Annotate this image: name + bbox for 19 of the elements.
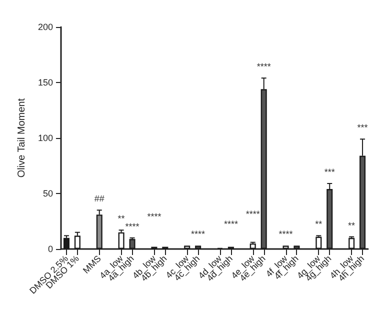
annotation: **** [125, 221, 140, 232]
y-axis-title: Olive Tail Moment [16, 98, 28, 178]
y-tick-label: 50 [42, 188, 53, 198]
annotation: ## [94, 194, 104, 204]
annotation: **** [246, 209, 260, 220]
annotation: *** [324, 167, 336, 178]
annotation: **** [256, 62, 272, 72]
annotation: **** [147, 211, 162, 222]
y-tick-label: 150 [38, 78, 53, 88]
y-tick-label: 100 [38, 133, 53, 143]
annotation: *** [357, 122, 368, 133]
annotation: ** [348, 220, 356, 230]
annotation: ** [118, 214, 126, 224]
annotation: ** [315, 219, 323, 230]
y-tick-label: 200 [38, 22, 53, 32]
y-tick-label: 0 [48, 244, 53, 254]
annotation: **** [224, 219, 238, 230]
annotation: **** [191, 229, 206, 240]
annotation: **** [278, 229, 294, 240]
